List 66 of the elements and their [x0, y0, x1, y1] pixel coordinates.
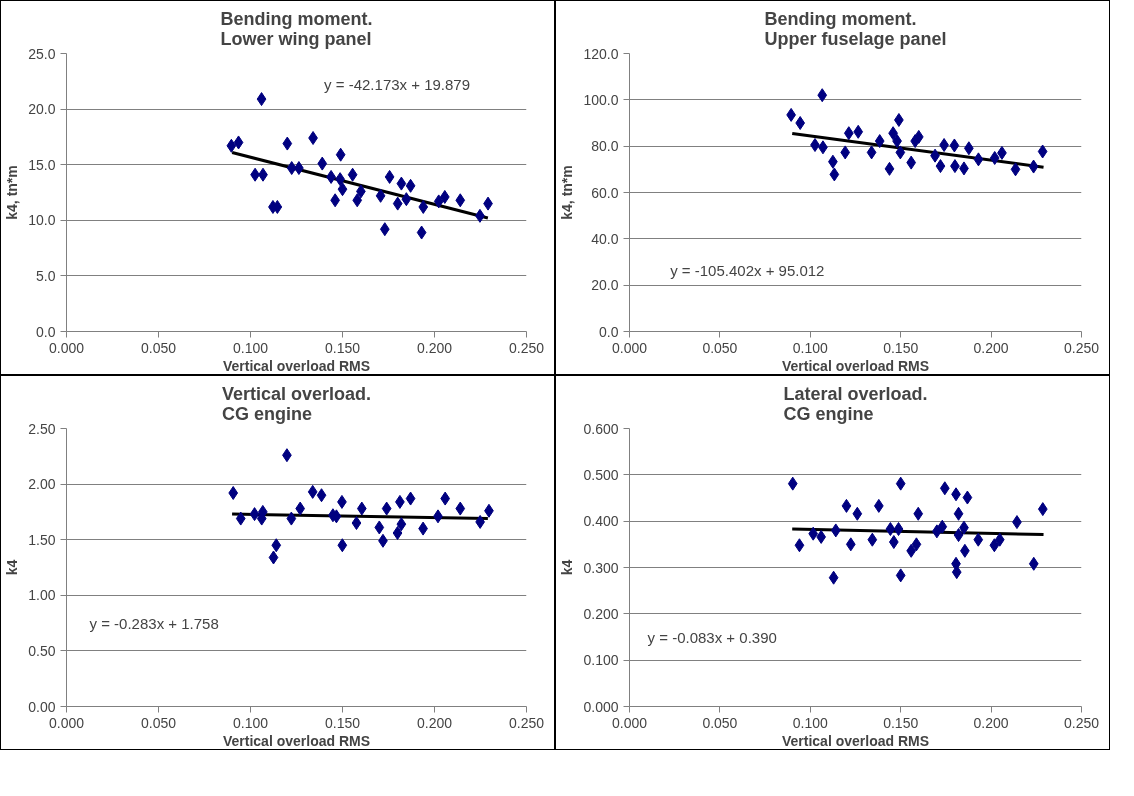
x-tick-label: 0.150 — [883, 339, 919, 356]
y-axis-title: k4, tn*m — [559, 165, 576, 220]
x-tick-label: 0.000 — [48, 714, 85, 731]
x-tick-label: 0.000 — [611, 339, 648, 356]
y-tick-label: 0.0 — [36, 323, 56, 340]
y-tick-label: 80.0 — [591, 138, 619, 155]
y-tick-label: 0.300 — [583, 559, 619, 576]
x-tick-label: 0.200 — [416, 714, 453, 731]
x-tick-label: 0.200 — [973, 339, 1009, 356]
y-axis-title: k4 — [4, 559, 21, 576]
annotation: y = -0.283x + 1.758 — [89, 614, 219, 632]
y-tick-label: 10.0 — [28, 212, 56, 229]
y-tick-label: 1.50 — [28, 531, 56, 548]
chart-title: Vertical overload. CG engine — [221, 383, 372, 424]
x-axis-title: Vertical overload RMS — [222, 732, 371, 749]
x-tick-label: 0.200 — [973, 714, 1009, 731]
x-axis-title: Vertical overload RMS — [222, 357, 371, 374]
y-tick-label: 0.50 — [28, 642, 56, 659]
x-tick-label: 0.200 — [416, 339, 453, 356]
x-tick-label: 0.050 — [702, 714, 738, 731]
y-tick-label: 0.0 — [599, 323, 619, 340]
annotation: y = -105.402x + 95.012 — [670, 261, 825, 279]
annotation: y = -42.173x + 19.879 — [324, 75, 471, 93]
y-tick-label: 0.500 — [583, 466, 619, 483]
y-tick-label: 0.600 — [583, 420, 619, 437]
x-axis-title: Vertical overload RMS — [781, 357, 930, 374]
x-axis-title: Vertical overload RMS — [781, 732, 930, 749]
y-tick-label: 0.400 — [583, 513, 619, 530]
y-tick-label: 15.0 — [28, 156, 56, 173]
y-tick-label: 0.000 — [583, 698, 619, 715]
y-tick-label: 120.0 — [583, 45, 619, 62]
x-tick-label: 0.250 — [1063, 714, 1100, 731]
y-tick-label: 0.100 — [583, 652, 619, 669]
y-tick-label: 20.0 — [28, 101, 56, 118]
x-tick-label: 0.050 — [140, 339, 177, 356]
x-tick-label: 0.100 — [792, 339, 829, 356]
x-tick-label: 0.100 — [232, 714, 269, 731]
y-tick-label: 1.00 — [28, 587, 56, 604]
x-tick-label: 0.150 — [324, 339, 361, 356]
chart-title: Bending moment. Upper fuselage panel — [764, 8, 947, 49]
x-tick-label: 0.050 — [140, 714, 177, 731]
y-tick-label: 100.0 — [583, 91, 619, 108]
y-tick-label: 2.50 — [28, 420, 56, 437]
y-tick-label: 5.0 — [36, 267, 56, 284]
y-axis-title: k4 — [559, 559, 576, 576]
chart-title: Bending moment. Lower wing panel — [220, 8, 373, 49]
x-tick-label: 0.150 — [324, 714, 361, 731]
x-tick-label: 0.050 — [702, 339, 738, 356]
x-tick-label: 0.150 — [883, 714, 919, 731]
chart-title: Lateral overload. CG engine — [783, 383, 928, 424]
y-tick-label: 0.00 — [28, 698, 56, 715]
y-axis-title: k4, tn*m — [4, 165, 21, 220]
x-tick-label: 0.000 — [611, 714, 648, 731]
x-tick-label: 0.000 — [48, 339, 85, 356]
y-tick-label: 20.0 — [591, 277, 619, 294]
x-tick-label: 0.100 — [232, 339, 269, 356]
x-tick-label: 0.250 — [508, 339, 545, 356]
x-tick-label: 0.250 — [1063, 339, 1100, 356]
y-tick-label: 2.00 — [28, 476, 56, 493]
annotation: y = -0.083x + 0.390 — [647, 628, 777, 646]
y-tick-label: 0.200 — [583, 605, 619, 622]
x-tick-label: 0.100 — [792, 714, 829, 731]
y-tick-label: 60.0 — [591, 184, 619, 201]
y-tick-label: 25.0 — [28, 45, 56, 62]
y-tick-label: 40.0 — [591, 230, 619, 247]
x-tick-label: 0.250 — [508, 714, 545, 731]
